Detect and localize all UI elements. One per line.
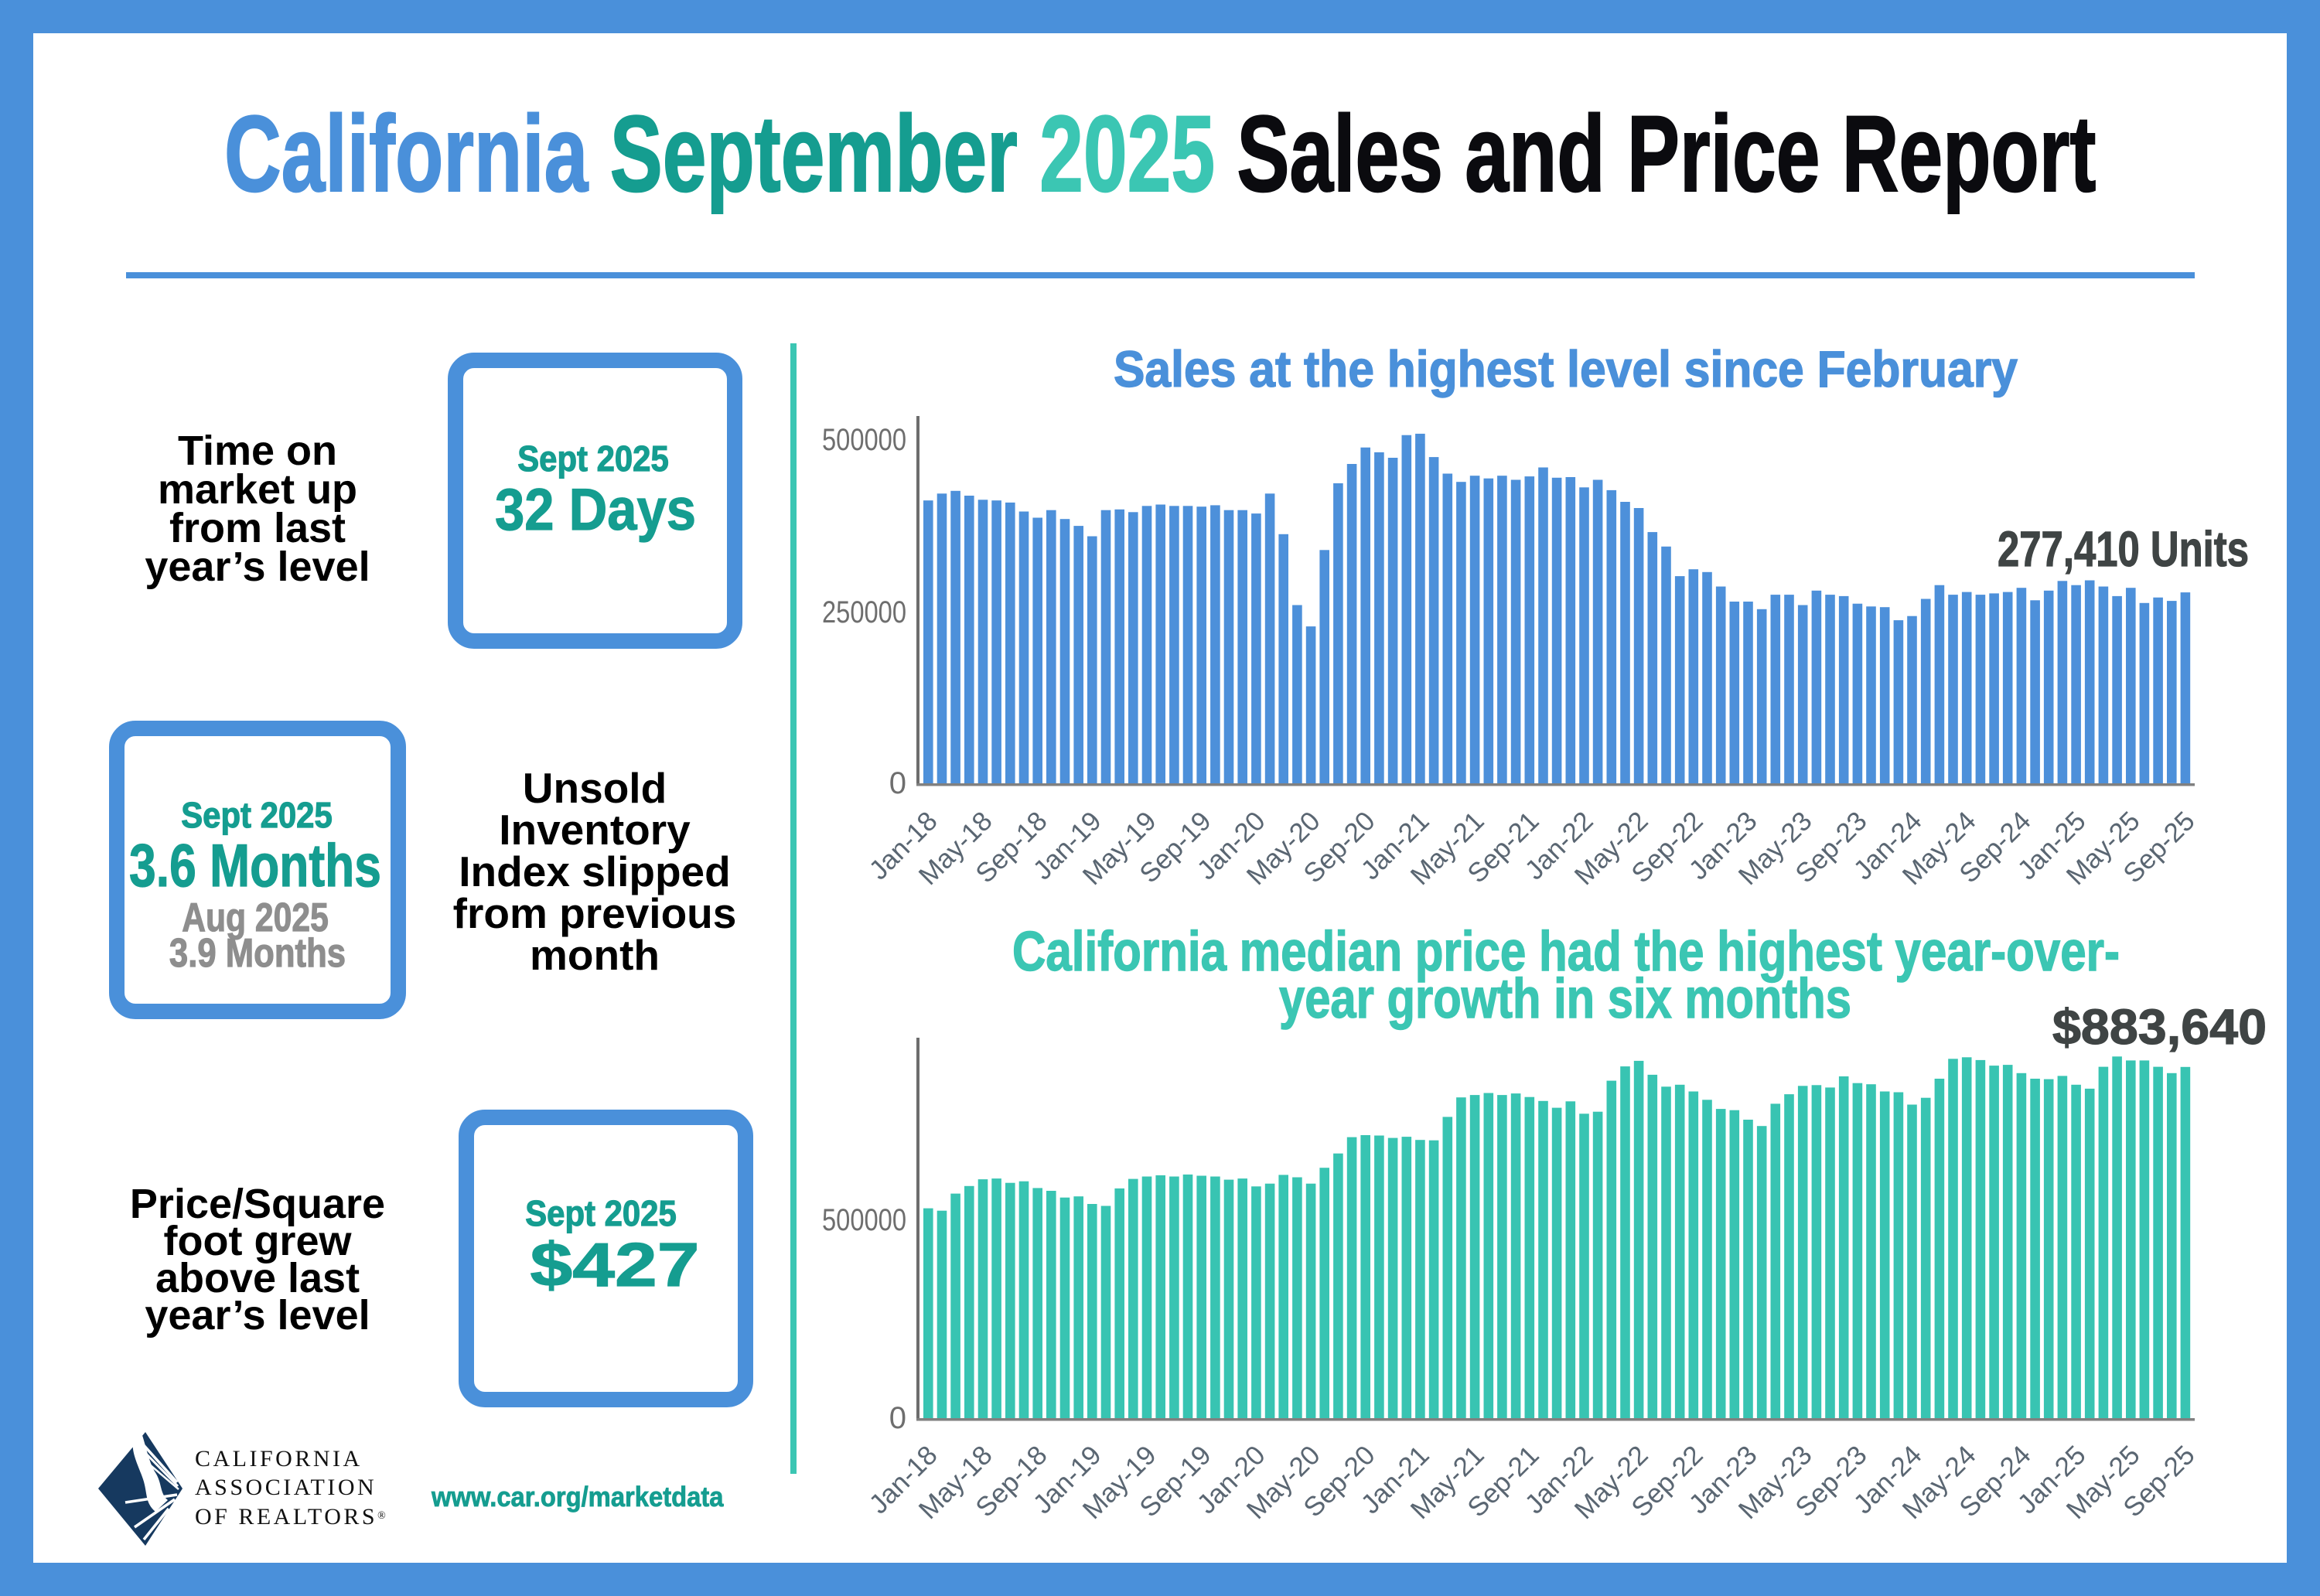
svg-text:500000: 500000 <box>822 1203 906 1237</box>
svg-text:0: 0 <box>889 766 906 800</box>
svg-text:500000: 500000 <box>822 423 906 457</box>
svg-text:250000: 250000 <box>822 595 906 629</box>
svg-text:$883,640: $883,640 <box>2052 999 2267 1055</box>
svg-text:California median price had th: California median price had the highest … <box>1012 921 2120 983</box>
svg-text:277,410 Units: 277,410 Units <box>1998 521 2249 577</box>
svg-text:0: 0 <box>889 1401 906 1435</box>
svg-text:Sales at the highest level sin: Sales at the highest level since Februar… <box>1114 340 2018 397</box>
svg-text:year growth in six months: year growth in six months <box>1279 968 1851 1030</box>
